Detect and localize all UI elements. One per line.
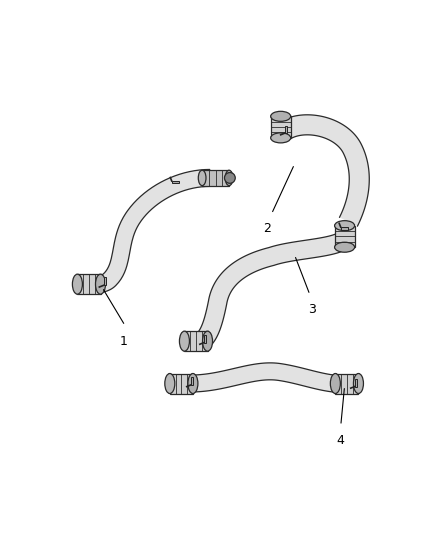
- Polygon shape: [191, 363, 357, 393]
- Ellipse shape: [330, 374, 340, 393]
- Text: 4: 4: [337, 433, 345, 447]
- Ellipse shape: [271, 133, 291, 143]
- Text: 2: 2: [263, 222, 271, 235]
- Polygon shape: [170, 374, 193, 393]
- Ellipse shape: [271, 111, 291, 122]
- Ellipse shape: [335, 221, 355, 231]
- Ellipse shape: [225, 170, 233, 185]
- Ellipse shape: [335, 242, 355, 252]
- Ellipse shape: [198, 170, 206, 185]
- Polygon shape: [341, 227, 349, 230]
- Ellipse shape: [95, 274, 106, 294]
- Circle shape: [224, 173, 235, 183]
- Polygon shape: [335, 225, 355, 247]
- Polygon shape: [184, 331, 208, 351]
- Polygon shape: [78, 274, 100, 294]
- Polygon shape: [202, 170, 229, 185]
- Text: 1: 1: [120, 335, 127, 348]
- Polygon shape: [79, 169, 210, 293]
- Polygon shape: [197, 232, 350, 346]
- Ellipse shape: [202, 331, 212, 351]
- Ellipse shape: [165, 374, 175, 393]
- Polygon shape: [172, 181, 179, 183]
- Ellipse shape: [180, 331, 190, 351]
- Polygon shape: [277, 115, 369, 226]
- Ellipse shape: [72, 274, 82, 294]
- Polygon shape: [103, 277, 106, 285]
- Polygon shape: [285, 126, 287, 133]
- Polygon shape: [204, 335, 206, 343]
- Ellipse shape: [188, 374, 198, 393]
- Polygon shape: [336, 374, 358, 393]
- Polygon shape: [271, 116, 291, 138]
- Polygon shape: [355, 379, 357, 386]
- Ellipse shape: [353, 374, 364, 393]
- Text: 3: 3: [308, 303, 316, 316]
- Polygon shape: [191, 377, 193, 385]
